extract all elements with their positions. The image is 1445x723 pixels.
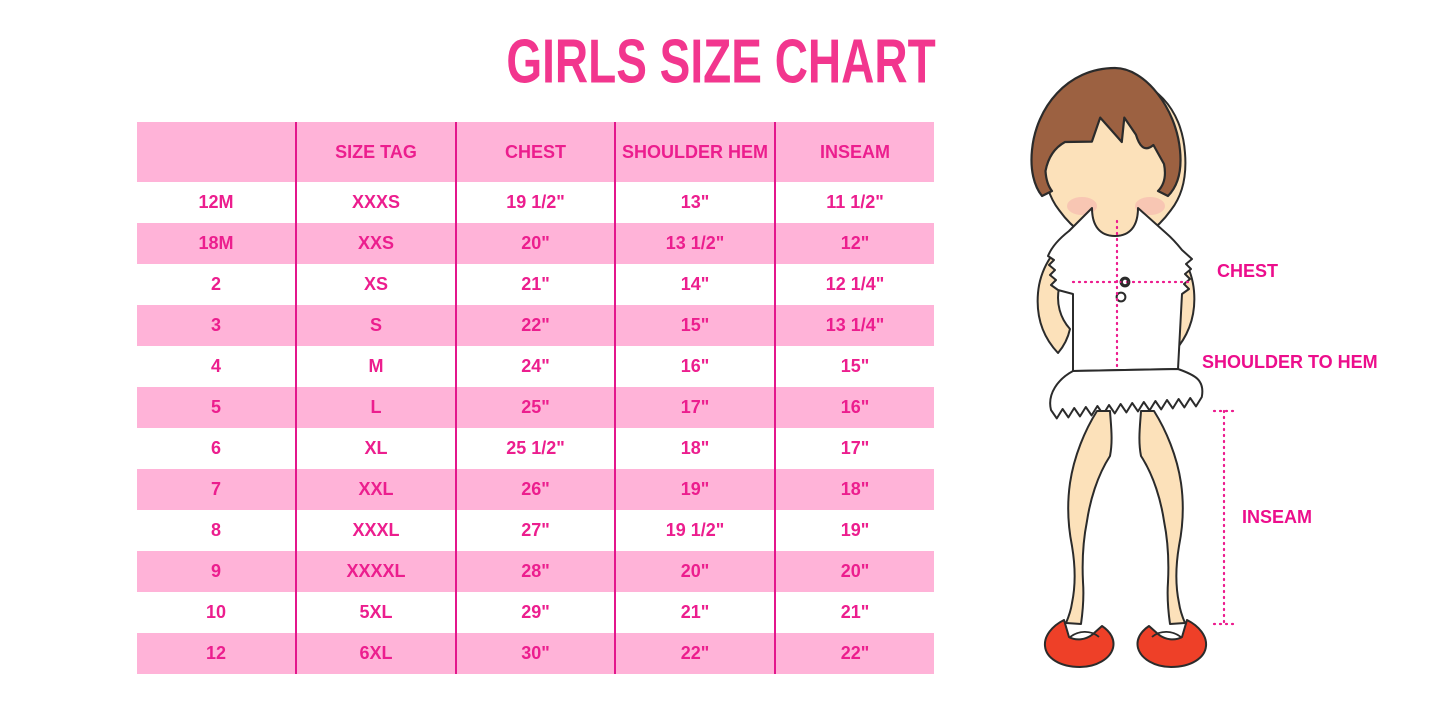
svg-text:SHOULDER TO HEM: SHOULDER TO HEM (1202, 352, 1378, 372)
svg-text:CHEST: CHEST (1217, 261, 1278, 281)
svg-text:INSEAM: INSEAM (1242, 507, 1312, 527)
